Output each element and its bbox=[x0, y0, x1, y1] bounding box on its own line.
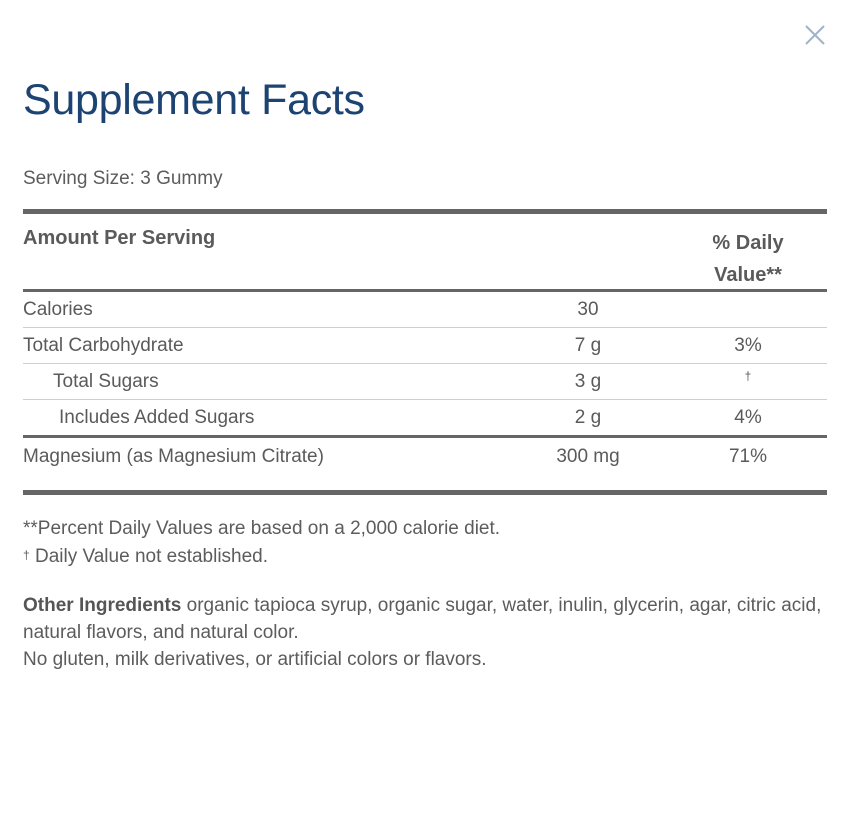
nutrient-daily-value: 3% bbox=[734, 335, 762, 356]
percent-daily-value-note: **Percent Daily Values are based on a 2,… bbox=[23, 518, 501, 539]
section-divider bbox=[23, 435, 827, 438]
dagger-symbol: † bbox=[23, 548, 30, 562]
dagger-note-text: Daily Value not established. bbox=[29, 546, 269, 567]
ingredients-label: Other Ingredients bbox=[23, 595, 182, 616]
bottom-divider bbox=[23, 490, 827, 495]
header-dv-line1: % Daily bbox=[712, 232, 784, 254]
top-divider bbox=[23, 209, 827, 214]
nutrient-name: Includes Added Sugars bbox=[59, 407, 255, 428]
allergen-note: No gluten, milk derivatives, or artifici… bbox=[23, 649, 487, 670]
nutrient-name: Calories bbox=[23, 299, 93, 320]
nutrient-amount: 300 mg bbox=[556, 446, 620, 467]
nutrient-daily-value: 71% bbox=[728, 446, 768, 467]
row-divider bbox=[23, 399, 827, 400]
supplement-facts-table: Amount Per Serving % Daily Value** Calor… bbox=[23, 209, 827, 495]
other-ingredients: Other Ingredients organic tapioca syrup,… bbox=[23, 592, 833, 673]
header-daily-value: % Daily Value** bbox=[693, 227, 803, 291]
footnotes: **Percent Daily Values are based on a 2,… bbox=[23, 515, 500, 570]
close-button[interactable] bbox=[803, 23, 827, 47]
serving-size: Serving Size: 3 Gummy bbox=[23, 168, 223, 189]
table-row: Magnesium (as Magnesium Citrate) 300 mg … bbox=[23, 438, 827, 490]
table-row: Calories 30 bbox=[23, 292, 827, 327]
header-divider bbox=[23, 289, 827, 292]
nutrient-name: Magnesium (as Magnesium Citrate) bbox=[23, 446, 324, 467]
table-row: Total Sugars 3 g † bbox=[23, 364, 827, 399]
nutrient-name: Total Sugars bbox=[53, 371, 159, 392]
nutrient-amount: 7 g bbox=[574, 335, 602, 356]
header-dv-line2: Value** bbox=[714, 264, 782, 286]
nutrient-amount: 2 g bbox=[574, 407, 602, 428]
nutrient-amount: 30 bbox=[577, 299, 599, 320]
table-row: Includes Added Sugars 2 g 4% bbox=[23, 400, 827, 435]
row-divider bbox=[23, 327, 827, 328]
header-amount-per-serving: Amount Per Serving bbox=[23, 227, 216, 249]
close-icon bbox=[805, 25, 825, 45]
nutrient-name: Total Carbohydrate bbox=[23, 335, 184, 356]
ingredients-paragraph: Other Ingredients organic tapioca syrup,… bbox=[23, 592, 833, 646]
nutrient-amount: 3 g bbox=[574, 371, 602, 392]
ingredients-text: organic tapioca syrup, organic sugar, wa… bbox=[23, 595, 822, 643]
modal-title: Supplement Facts bbox=[23, 76, 365, 124]
nutrient-daily-value: † bbox=[744, 369, 752, 383]
row-divider bbox=[23, 363, 827, 364]
dagger-note: † Daily Value not established. bbox=[23, 542, 500, 570]
table-row: Total Carbohydrate 7 g 3% bbox=[23, 328, 827, 363]
nutrient-daily-value: 4% bbox=[734, 407, 762, 428]
table-header: Amount Per Serving % Daily Value** bbox=[23, 214, 827, 289]
